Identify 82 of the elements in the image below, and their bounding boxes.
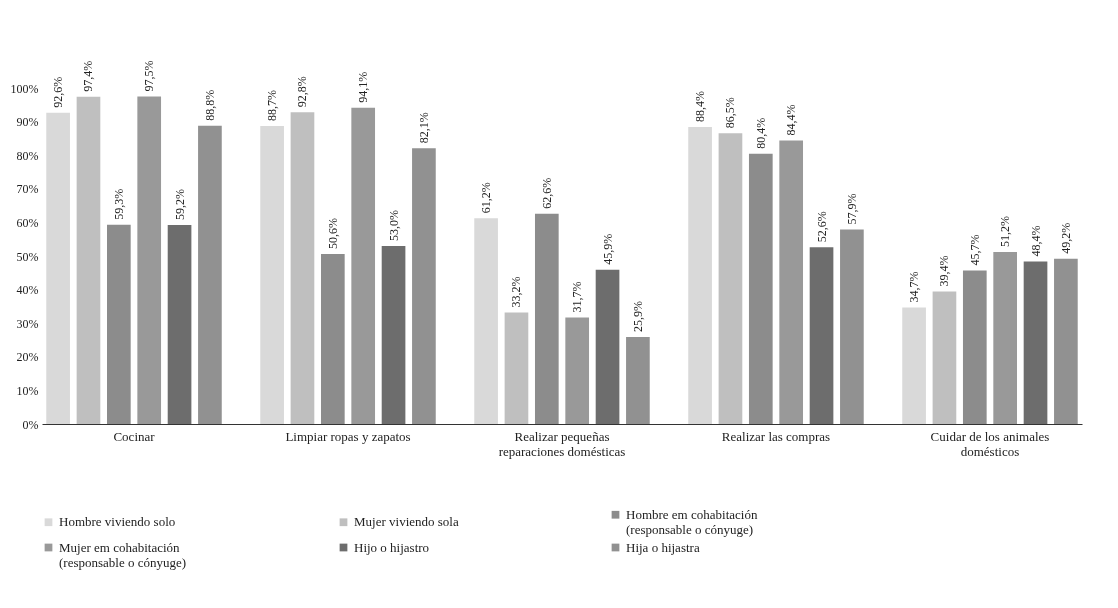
y-tick-label: 0% (22, 417, 39, 432)
data-label: 34,7% (907, 271, 922, 303)
data-label: 33,2% (509, 276, 524, 308)
bar (595, 269, 620, 424)
y-tick-label: 100% (10, 81, 39, 96)
data-label: 84,4% (784, 104, 799, 136)
data-label: 80,4% (753, 117, 768, 149)
data-label: 59,3% (111, 188, 126, 220)
legend-label: Hombre em cohabitación (responsable o cónyuge) (626, 506, 758, 537)
bar (688, 126, 712, 424)
data-label: 25,9% (630, 300, 645, 332)
bar (534, 213, 559, 424)
bar (565, 317, 590, 424)
y-tick-label: 20% (16, 350, 39, 365)
y-tick-label: 50% (16, 249, 39, 264)
data-label: 82,1% (416, 112, 431, 144)
bar (1054, 258, 1078, 424)
y-tick-label: 40% (16, 283, 39, 298)
y-tick-label: 80% (16, 148, 39, 163)
bar (290, 112, 315, 424)
x-tick-label: Limpiar ropas y zapatos (285, 428, 411, 444)
bar (46, 112, 70, 424)
y-tick-label: 60% (16, 215, 39, 230)
bar (412, 148, 436, 424)
bar (932, 291, 957, 424)
legend-label: Mujer em cohabitación (responsable o cónyuge) (59, 539, 187, 570)
x-tick-label: Realizar las compras (721, 428, 831, 444)
data-label: 45,7% (967, 234, 982, 266)
y-tick-label: 70% (16, 182, 39, 197)
legend-label: Hija o hijastra (626, 539, 700, 555)
bar (840, 229, 864, 424)
bar (107, 224, 131, 424)
data-label: 61,2% (479, 182, 494, 214)
data-label: 88,8% (202, 89, 217, 121)
data-label: 48,4% (1028, 225, 1043, 257)
bar (1023, 261, 1048, 424)
x-tick-label: Realizar pequeñas reparaciones domésticas (498, 428, 626, 459)
data-label: 45,9% (600, 233, 615, 265)
bar (167, 225, 192, 424)
legend-label: Hombre viviendo solo (59, 514, 176, 530)
data-label: 52,6% (814, 211, 829, 243)
bar (504, 312, 529, 424)
bar (626, 336, 650, 424)
data-label: 51,2% (998, 215, 1013, 247)
bar (137, 96, 162, 424)
data-label: 57,9% (844, 193, 859, 225)
bar (76, 96, 101, 424)
data-label: 88,4% (693, 90, 708, 122)
data-label: 94,1% (356, 71, 371, 103)
bar (748, 153, 773, 424)
bar (809, 247, 834, 424)
legend-label: Mujer viviendo sola (354, 514, 459, 530)
y-tick-label: 90% (16, 115, 39, 130)
y-tick-label: 30% (16, 316, 39, 331)
bar (474, 218, 498, 424)
data-label: 92,8% (295, 76, 310, 108)
bar (779, 140, 804, 424)
data-label: 31,7% (570, 281, 585, 313)
data-label: 50,6% (325, 217, 340, 249)
data-label: 88,7% (265, 89, 280, 121)
data-label: 49,2% (1058, 222, 1073, 254)
data-label: 97,4% (81, 60, 96, 92)
data-label: 39,4% (937, 255, 952, 287)
bar (260, 125, 284, 424)
legend-label: Hijo o hijastro (354, 539, 430, 555)
bar (718, 133, 743, 424)
x-tick-label: Cocinar (113, 428, 156, 444)
bar (993, 251, 1017, 424)
data-label: 86,5% (723, 97, 738, 129)
data-label: 97,5% (142, 60, 157, 92)
bar (962, 270, 987, 424)
bar (198, 125, 222, 424)
data-label: 53,0% (386, 209, 401, 241)
bar (381, 245, 406, 424)
data-label: 92,6% (51, 76, 66, 108)
data-label: 59,2% (172, 189, 187, 221)
bar (902, 307, 926, 424)
x-tick-label: Cuidar de los animales domésticos (930, 428, 1050, 459)
bar (320, 253, 345, 424)
data-label: 62,6% (539, 177, 554, 209)
bar (351, 107, 376, 424)
y-tick-label: 10% (16, 383, 39, 398)
